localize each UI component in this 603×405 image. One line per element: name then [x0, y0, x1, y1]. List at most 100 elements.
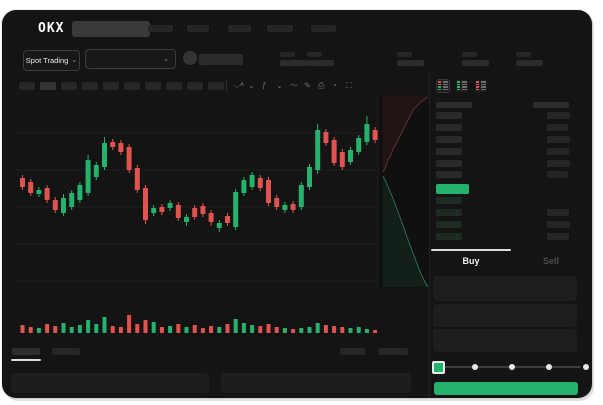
candle-body: [315, 130, 321, 170]
bottom-panel-left[interactable]: [11, 373, 209, 393]
nav-item[interactable]: [187, 25, 209, 32]
candle-body: [159, 207, 165, 212]
book-bids-icon[interactable]: [456, 80, 468, 92]
candle-body: [274, 198, 280, 207]
market-type-dropdown[interactable]: Spot Trading ⌄: [23, 50, 80, 71]
volume-bar: [209, 326, 214, 333]
slider-stop-dot[interactable]: [546, 364, 553, 370]
bottom-panel-right[interactable]: [221, 373, 411, 393]
okx-logo: OKX: [38, 21, 65, 36]
chevron-down-icon[interactable]: ⌄: [248, 81, 255, 90]
toggle-cell: [438, 81, 441, 83]
candle-body: [241, 180, 247, 193]
nav-item[interactable]: [228, 25, 251, 32]
candle-body: [356, 138, 362, 152]
pair-dropdown[interactable]: ⌄: [85, 49, 176, 69]
candle-body: [257, 178, 263, 188]
volume-bar: [364, 329, 369, 333]
stat-label-placeholder: [397, 52, 412, 57]
fullscreen-icon[interactable]: ⛶: [346, 81, 352, 90]
toggle-dash: [480, 81, 486, 83]
candle-body: [110, 142, 116, 147]
candle-body: [364, 124, 370, 142]
candle-body: [93, 165, 99, 177]
price-field[interactable]: [433, 276, 577, 301]
volume-bar: [94, 324, 99, 333]
chart-footer-right-item[interactable]: [378, 348, 408, 355]
toggle-cell: [457, 88, 460, 91]
volume-bar: [315, 323, 320, 333]
volume-bar: [200, 328, 205, 333]
timeframe-button[interactable]: [103, 82, 119, 90]
timeframe-button[interactable]: [19, 82, 35, 90]
draw-icon[interactable]: ✎: [304, 81, 311, 90]
candle-body: [184, 217, 189, 222]
nav-item[interactable]: [267, 25, 293, 32]
chevron-down-icon[interactable]: ⌄: [276, 81, 283, 90]
candle-body: [233, 192, 239, 227]
ask-price-placeholder: [436, 148, 462, 155]
chart-footer-right-item[interactable]: [340, 348, 365, 355]
timeframe-button[interactable]: [166, 82, 182, 90]
toggle-cell: [457, 81, 460, 83]
slider-stop-dot[interactable]: [509, 364, 516, 370]
nav-item[interactable]: [148, 25, 173, 32]
candle-body: [282, 205, 288, 210]
slider-handle[interactable]: [432, 361, 445, 374]
screenshot-icon[interactable]: ⎙: [318, 81, 325, 90]
timeframe-button[interactable]: [82, 82, 98, 90]
timeframe-button[interactable]: [40, 82, 56, 90]
candle-body: [102, 143, 107, 167]
candle-body: [372, 130, 378, 140]
indicators-icon[interactable]: ƒ: [262, 81, 267, 90]
stat-value-placeholder: [280, 60, 307, 66]
ask-price-placeholder: [436, 160, 462, 167]
candlestick-chart[interactable]: [12, 92, 436, 354]
history-icon[interactable]: ◔: [332, 81, 337, 90]
pair-name-placeholder: [199, 54, 243, 65]
bid-amount-placeholder: [547, 233, 569, 240]
slider-stop-dot[interactable]: [583, 364, 589, 370]
candle-body: [126, 147, 132, 170]
book-both-icon[interactable]: [436, 79, 450, 93]
depth-bids-area: [383, 176, 428, 287]
tab-sell[interactable]: Sell: [542, 255, 559, 266]
chart-footer-tab[interactable]: [12, 348, 40, 355]
volume-bar: [118, 327, 123, 333]
line-type-icon[interactable]: 〜: [290, 81, 298, 90]
volume-bar: [61, 323, 66, 333]
tab-buy[interactable]: Buy: [462, 255, 480, 266]
timeframe-button[interactable]: [187, 82, 203, 90]
compare-icon[interactable]: ⌵ᴬ: [234, 81, 244, 90]
total-field[interactable]: [433, 329, 577, 352]
depth-bids-line: [382, 175, 429, 288]
volume-bar: [20, 325, 25, 333]
timeframe-button[interactable]: [145, 82, 161, 90]
candle-body: [249, 175, 255, 187]
stat-label-placeholder: [516, 52, 531, 57]
timeframe-button[interactable]: [208, 82, 224, 90]
toggle-cell: [476, 88, 479, 91]
candle-body: [44, 188, 50, 200]
chevron-down-icon: ⌄: [163, 55, 169, 63]
candle-body: [52, 200, 58, 210]
ask-price-placeholder: [436, 136, 462, 143]
volume-bar: [192, 325, 197, 333]
slider-stop-dot[interactable]: [472, 364, 479, 370]
timeframe-button[interactable]: [124, 82, 140, 90]
nav-item[interactable]: [311, 25, 336, 32]
volume-bar: [266, 324, 271, 333]
buy-submit-button[interactable]: [434, 382, 578, 395]
book-asks-icon[interactable]: [475, 80, 487, 92]
amount-field[interactable]: [433, 304, 577, 327]
chart-footer-tab[interactable]: [52, 348, 80, 355]
timeframe-button[interactable]: [61, 82, 77, 90]
volume-bar: [159, 327, 164, 333]
candle-body: [28, 182, 34, 193]
volume-bar: [340, 327, 345, 333]
ask-price-placeholder: [436, 124, 462, 131]
candle-body: [134, 168, 140, 190]
search-input[interactable]: [72, 21, 150, 37]
ask-amount-placeholder: [547, 148, 569, 155]
